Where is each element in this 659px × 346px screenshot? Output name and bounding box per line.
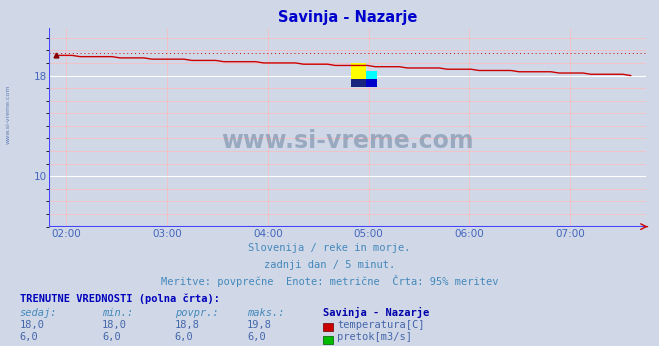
- Text: Savinja - Nazarje: Savinja - Nazarje: [323, 307, 429, 318]
- Text: Meritve: povprečne  Enote: metrične  Črta: 95% meritev: Meritve: povprečne Enote: metrične Črta:…: [161, 275, 498, 288]
- Text: 6,0: 6,0: [20, 333, 38, 343]
- Text: maks.:: maks.:: [247, 308, 285, 318]
- Text: www.si-vreme.com: www.si-vreme.com: [5, 84, 11, 144]
- Text: TRENUTNE VREDNOSTI (polna črta):: TRENUTNE VREDNOSTI (polna črta):: [20, 293, 219, 304]
- Text: 6,0: 6,0: [247, 333, 266, 343]
- Text: povpr.:: povpr.:: [175, 308, 218, 318]
- Text: min.:: min.:: [102, 308, 133, 318]
- Text: 6,0: 6,0: [102, 333, 121, 343]
- Text: 6,0: 6,0: [175, 333, 193, 343]
- Text: 19,8: 19,8: [247, 320, 272, 330]
- Text: pretok[m3/s]: pretok[m3/s]: [337, 333, 413, 343]
- Bar: [351, 64, 366, 88]
- Bar: [366, 80, 378, 88]
- Bar: [351, 80, 366, 88]
- Title: Savinja - Nazarje: Savinja - Nazarje: [278, 10, 417, 25]
- Text: 18,8: 18,8: [175, 320, 200, 330]
- Text: 18,0: 18,0: [20, 320, 45, 330]
- Text: temperatura[C]: temperatura[C]: [337, 320, 425, 330]
- Text: 18,0: 18,0: [102, 320, 127, 330]
- Text: sedaj:: sedaj:: [20, 308, 57, 318]
- Text: zadnji dan / 5 minut.: zadnji dan / 5 minut.: [264, 260, 395, 270]
- Text: Slovenija / reke in morje.: Slovenija / reke in morje.: [248, 243, 411, 253]
- Bar: [366, 72, 378, 88]
- Text: www.si-vreme.com: www.si-vreme.com: [221, 129, 474, 153]
